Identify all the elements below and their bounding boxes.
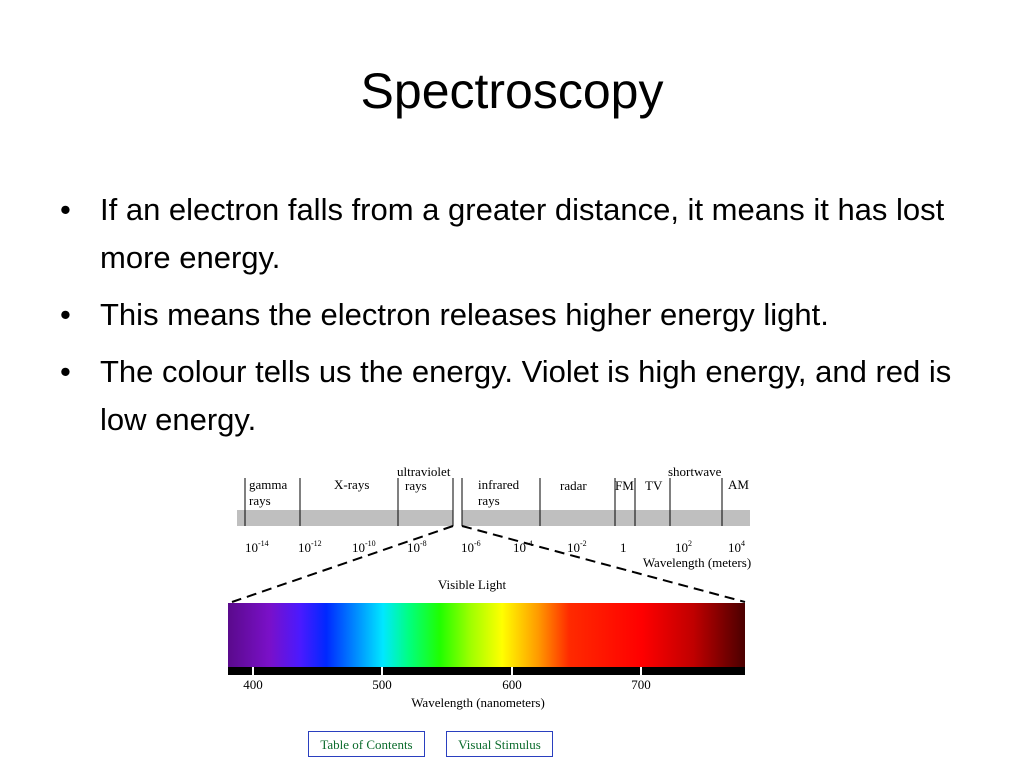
- meter-tick-label: 1: [620, 540, 627, 555]
- region-label: ultraviolet: [397, 464, 451, 479]
- meter-tick-label: 10-4: [513, 539, 533, 555]
- bullet: The colour tells us the energy. Violet i…: [60, 348, 980, 444]
- region-label: shortwave: [668, 464, 722, 479]
- region-label: TV: [645, 478, 663, 493]
- tick-exponent: -10: [365, 539, 376, 548]
- visible-spectrum: [228, 603, 745, 668]
- region-label: gamma: [249, 477, 287, 492]
- region-label: rays: [405, 478, 427, 493]
- slide-title: Spectroscopy: [360, 63, 664, 119]
- tick-base: 10: [298, 540, 311, 555]
- meter-tick-label: 102: [675, 539, 692, 555]
- bullet: This means the electron releases higher …: [60, 291, 980, 339]
- meter-tick-label: 10-10: [352, 539, 376, 555]
- meter-tick-label: 10-2: [567, 539, 587, 555]
- tick-base: 10: [407, 540, 420, 555]
- tick-base: 10: [245, 540, 258, 555]
- axis-label: Wavelength (meters): [643, 555, 751, 570]
- region-label: rays: [478, 493, 500, 508]
- meter-tick-label: 10-14: [245, 539, 269, 555]
- meter-tick-label: 10-6: [461, 539, 481, 555]
- nav-button[interactable]: Table of Contents: [308, 731, 425, 757]
- axis-label: Wavelength (nanometers): [411, 695, 545, 710]
- nm-axis-bar: [228, 667, 745, 675]
- nm-tick-label: 400: [243, 677, 263, 692]
- tick-base: 10: [675, 540, 688, 555]
- tick-base: 10: [352, 540, 365, 555]
- tick-exponent: -6: [474, 539, 481, 548]
- zoom-line: [231, 525, 454, 603]
- tick-base: 10: [728, 540, 741, 555]
- zoom-line: [461, 525, 746, 603]
- tick-exponent: 2: [688, 539, 692, 548]
- bullet: If an electron falls from a greater dist…: [60, 186, 980, 282]
- tick-base: 10: [461, 540, 474, 555]
- nm-tick-label: 700: [631, 677, 651, 692]
- region-label: rays: [249, 493, 271, 508]
- band: [462, 510, 750, 526]
- nav-button[interactable]: Visual Stimulus: [446, 731, 553, 757]
- tick-exponent: -14: [258, 539, 269, 548]
- region-label: FM: [615, 478, 634, 493]
- tick-exponent: -4: [526, 539, 533, 548]
- region-label: radar: [560, 478, 587, 493]
- tick-exponent: -8: [420, 539, 427, 548]
- region-label: AM: [728, 477, 749, 492]
- visible-label: Visible Light: [438, 577, 507, 592]
- region-label: infrared: [478, 477, 520, 492]
- tick-exponent: -12: [311, 539, 322, 548]
- region-label: X-rays: [334, 477, 369, 492]
- tick-base: 10: [567, 540, 580, 555]
- band: [237, 510, 453, 526]
- tick-base: 10: [513, 540, 526, 555]
- meter-tick-label: 104: [728, 539, 745, 555]
- meter-tick-label: 10-12: [298, 539, 322, 555]
- bullet-list: If an electron falls from a greater dist…: [60, 186, 980, 453]
- nm-tick-label: 600: [502, 677, 522, 692]
- tick-exponent: 4: [741, 539, 745, 548]
- tick-exponent: -2: [580, 539, 587, 548]
- nm-tick-label: 500: [372, 677, 392, 692]
- tick-base: 1: [620, 540, 627, 555]
- meter-tick-label: 10-8: [407, 539, 427, 555]
